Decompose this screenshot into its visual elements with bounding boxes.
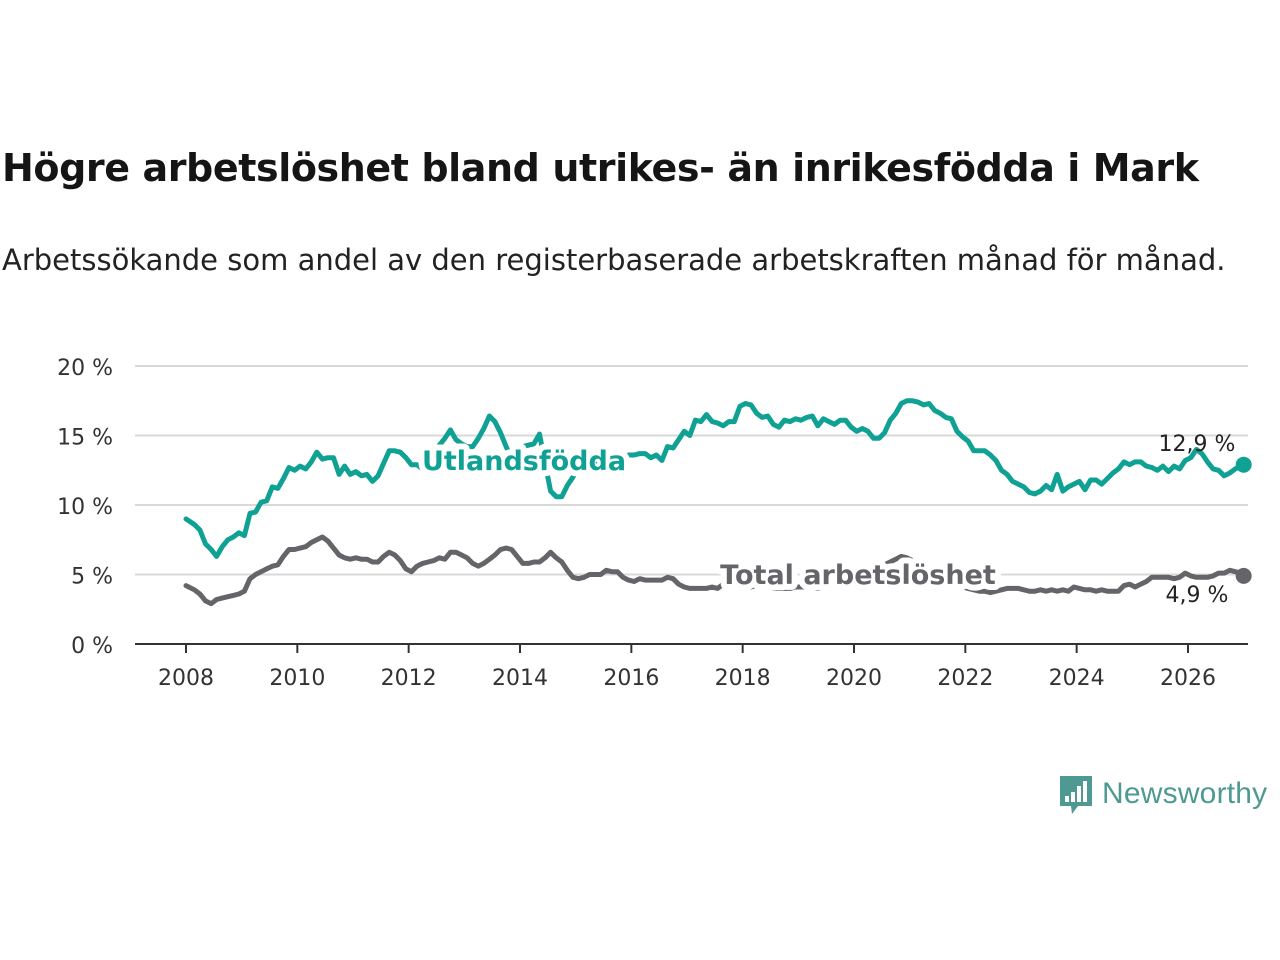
series-line-total: [183, 534, 1247, 607]
x-tick-label: 2024: [1049, 666, 1105, 691]
end-label-total: 4,9 %: [1166, 583, 1229, 608]
series-line-utlandsfodda: [183, 398, 1247, 559]
y-tick-label: 0 %: [71, 634, 113, 659]
grid-lines: [135, 365, 1248, 576]
x-tick-label: 2020: [826, 666, 882, 691]
line-chart: 0 %5 %10 %15 %20 % 2008 2010 2012 2014 2016 2…: [57, 356, 1252, 691]
newsworthy-logo: Newsworthy: [1058, 772, 1267, 816]
y-tick-label: 15 %: [57, 426, 113, 451]
x-tick-label: 2008: [158, 666, 214, 691]
series-group: [183, 398, 1252, 607]
x-tick-label: 2012: [381, 666, 437, 691]
x-tick-label: 2014: [492, 666, 548, 691]
y-axis: 0 % 5 % 10 % 15 % 20 %: [57, 356, 113, 659]
x-tick-label: 2010: [269, 666, 325, 691]
y-tick-label: 5 %: [71, 565, 113, 590]
series-label-total: Total arbetslöshet: [720, 560, 996, 591]
series-end-dot: [1235, 456, 1252, 473]
x-tick-label: 2018: [715, 666, 771, 691]
end-label-utlandsfodda: 12,9 %: [1159, 432, 1236, 457]
newsworthy-bar-chart-icon: [1060, 776, 1092, 814]
y-tick-label: 10 %: [57, 495, 113, 520]
series-label-total-halo: Total arbetslöshet: [720, 560, 996, 591]
y-tick-label: 20 %: [57, 356, 113, 381]
series-end-dot: [1235, 567, 1252, 584]
chart-title: Högre arbetslöshet bland utrikes- än inr…: [2, 146, 1199, 190]
series-label-utlandsfodda: Utlandsfödda: [422, 446, 626, 477]
x-tick-label: 2026: [1160, 666, 1216, 691]
series-label-utlandsfodda-halo: Utlandsfödda: [422, 446, 626, 477]
chart-subtitle: Arbetssökande som andel av den registerb…: [2, 243, 1226, 277]
newsworthy-wordmark: Newsworthy: [1102, 777, 1268, 810]
x-axis: 2008 2010 2012 2014 2016 2018 2020 2022 2024 2026: [135, 643, 1248, 691]
x-tick-label: 2016: [603, 666, 659, 691]
x-tick-label: 2022: [937, 666, 993, 691]
